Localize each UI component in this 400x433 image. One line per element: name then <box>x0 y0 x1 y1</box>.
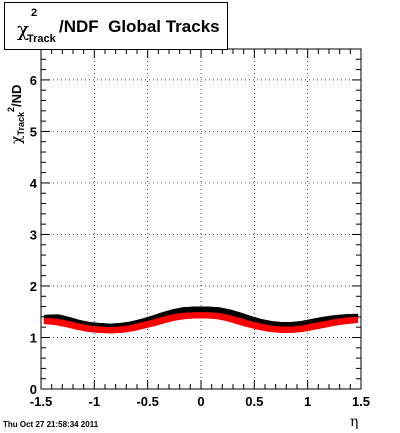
x-tick-label: -1.5 <box>30 394 52 409</box>
x-tick-label: 0.5 <box>245 394 263 409</box>
title-superscript: 2 <box>31 7 38 19</box>
y-label-subscript: Track <box>16 111 26 136</box>
chart-title: χ 2 Track /NDF Global Tracks <box>13 3 223 49</box>
data-point-series-1 <box>353 313 359 320</box>
y-tick-label: 0 <box>30 382 37 397</box>
y-label-superscript: 2 <box>6 106 16 112</box>
y-label-chi-symbol: χ <box>9 135 25 144</box>
timestamp: Thu Oct 27 21:58:34 2011 <box>3 420 99 429</box>
x-tick-label: 0 <box>197 394 204 409</box>
title-text: /NDF Global Tracks <box>59 17 220 36</box>
y-axis-label: χTrack2/ND <box>6 64 26 144</box>
y-tick-label: 2 <box>30 279 37 294</box>
title-chi-symbol: χ <box>17 17 30 41</box>
y-label-text: /ND <box>9 84 24 107</box>
y-tick-label: 5 <box>30 124 37 139</box>
y-tick-label: 4 <box>30 176 38 191</box>
y-tick-label: 6 <box>30 73 37 88</box>
x-tick-label: -0.5 <box>136 394 158 409</box>
data-point-series-2 <box>353 316 359 323</box>
x-axis-label: η <box>350 414 359 430</box>
chart-title-box: χ 2 Track /NDF Global Tracks <box>4 2 228 50</box>
x-tick-label: 1 <box>304 394 311 409</box>
y-tick-label: 1 <box>30 330 37 345</box>
title-subscript: Track <box>27 33 56 45</box>
x-tick-label: 1.5 <box>352 394 370 409</box>
y-tick-label: 3 <box>30 227 37 242</box>
x-tick-label: -1 <box>89 394 101 409</box>
